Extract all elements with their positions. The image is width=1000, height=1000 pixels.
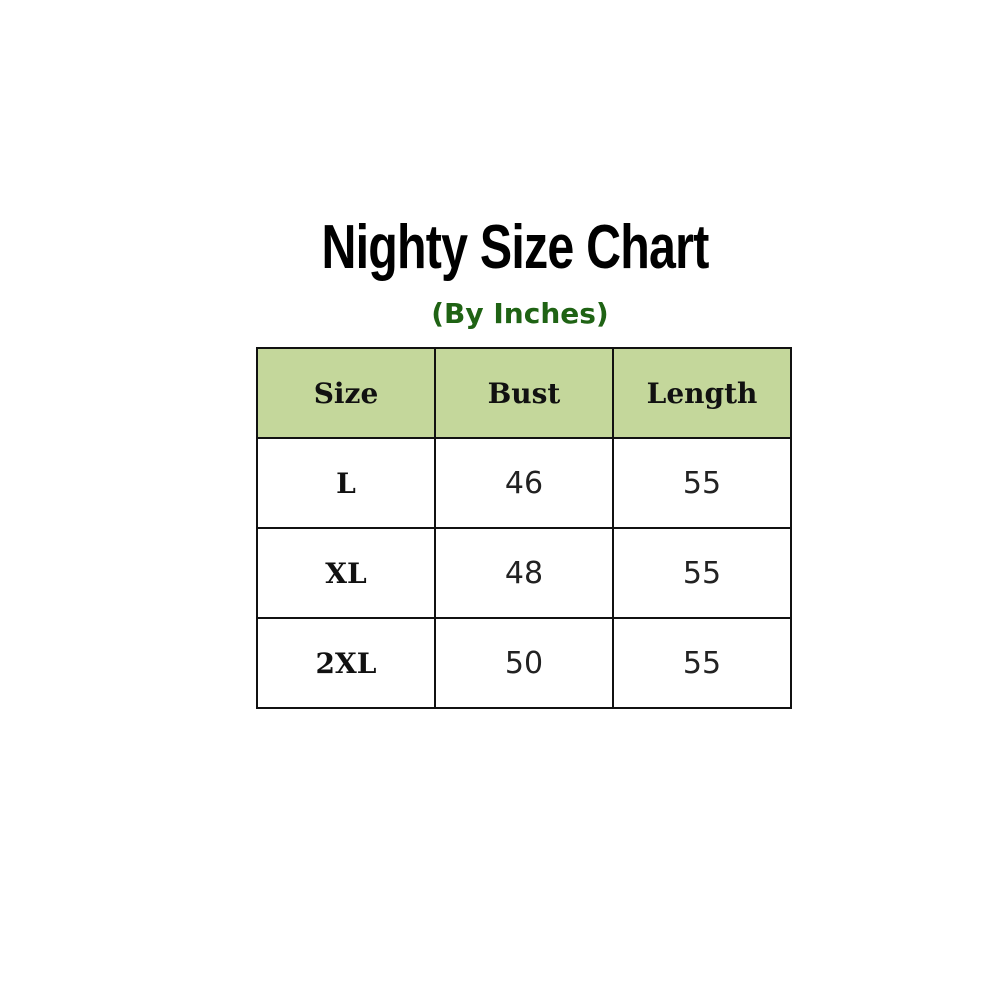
size-table: Size Bust Length L 46 55 XL 48 55 2XL 50… — [256, 347, 792, 709]
chart-title: Nighty Size Chart — [321, 213, 709, 282]
cell-bust: 46 — [434, 437, 614, 529]
cell-size: L — [256, 437, 436, 529]
table-row: XL 48 55 — [256, 527, 792, 619]
cell-bust: 48 — [434, 527, 614, 619]
cell-length: 55 — [612, 437, 792, 529]
header-size: Size — [256, 347, 436, 439]
table-row: L 46 55 — [256, 437, 792, 529]
cell-length: 55 — [612, 527, 792, 619]
chart-subtitle: (By Inches) — [431, 297, 609, 330]
header-length: Length — [612, 347, 792, 439]
table-header-row: Size Bust Length — [256, 347, 792, 439]
cell-length: 55 — [612, 617, 792, 709]
table-row: 2XL 50 55 — [256, 617, 792, 709]
cell-size: XL — [256, 527, 436, 619]
cell-size: 2XL — [256, 617, 436, 709]
header-bust: Bust — [434, 347, 614, 439]
cell-bust: 50 — [434, 617, 614, 709]
